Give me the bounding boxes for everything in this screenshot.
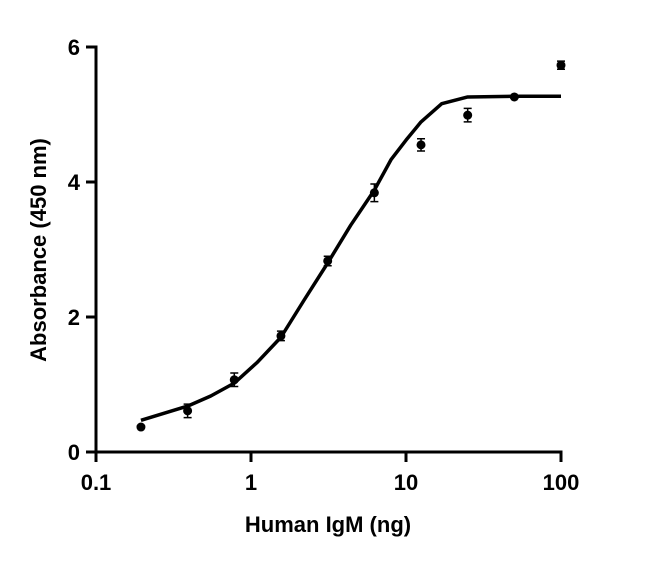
- y-tick-label: 4: [68, 170, 81, 195]
- x-axis-label: Human IgM (ng): [245, 512, 411, 537]
- data-point: [463, 110, 473, 120]
- data-point: [136, 422, 146, 432]
- y-tick-label: 2: [68, 305, 80, 330]
- y-axis-label: Absorbance (450 nm): [26, 138, 51, 362]
- data-point: [416, 140, 426, 150]
- x-tick-label: 1: [245, 470, 257, 495]
- y-tick-label: 0: [68, 440, 80, 465]
- data-point: [556, 60, 566, 70]
- x-tick-label: 100: [543, 470, 580, 495]
- x-tick-label: 0.1: [81, 470, 112, 495]
- fit-curve: [140, 94, 561, 422]
- x-tick-label: 10: [394, 470, 418, 495]
- y-tick-label: 6: [68, 35, 80, 60]
